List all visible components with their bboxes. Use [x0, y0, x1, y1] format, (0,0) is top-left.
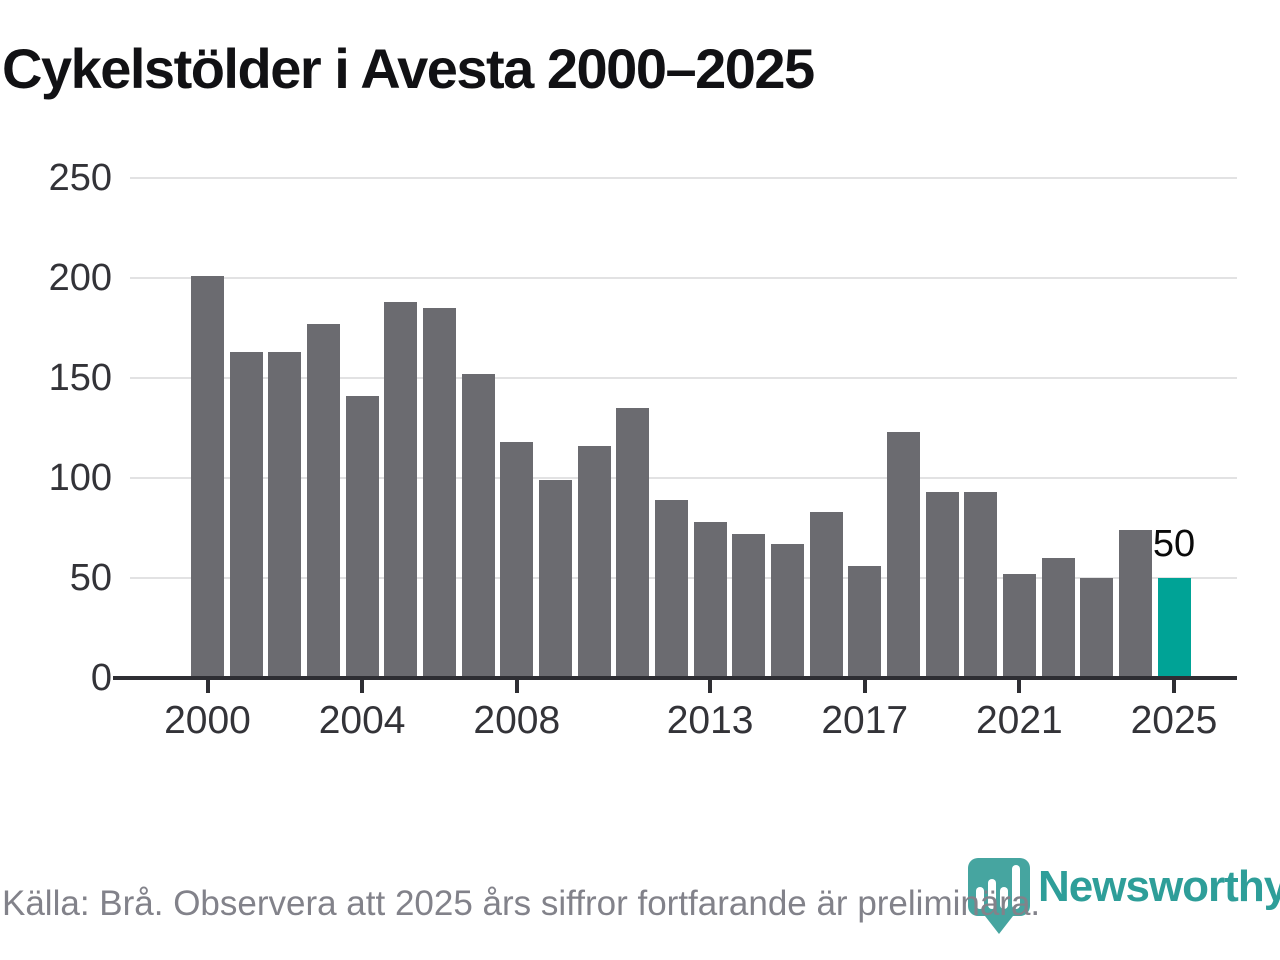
- bar-2023: [1080, 578, 1114, 678]
- bar-2007: [461, 374, 495, 678]
- bar-2009: [538, 480, 572, 678]
- bar-2011: [616, 408, 650, 678]
- bar-2000: [191, 276, 224, 678]
- x-axis-label-2021: 2021: [975, 699, 1063, 742]
- bar-2019: [925, 492, 959, 678]
- x-axis-label-2025: 2025: [1130, 699, 1218, 742]
- chart-title: Cykelstölder i Avesta 2000–2025: [2, 37, 815, 100]
- bar-2010: [577, 446, 611, 678]
- y-axis-label-200: 200: [48, 257, 112, 299]
- newsworthy-wordmark: Newsworthy: [1038, 862, 1280, 911]
- x-tick-2008: [514, 679, 519, 693]
- bar-2003: [306, 324, 340, 678]
- bar-2016: [809, 512, 843, 678]
- newsworthy-logo: Newsworthy: [966, 856, 1280, 938]
- bar-value-label-2025: 50: [1152, 523, 1196, 565]
- x-axis-line: [113, 676, 1237, 680]
- bar-2024: [1118, 530, 1152, 678]
- x-axis-label-2000: 2000: [164, 699, 251, 742]
- gridline-100: [130, 477, 1237, 479]
- source-note: Källa: Brå. Observera att 2025 års siffr…: [2, 884, 1041, 923]
- bar-2013: [693, 522, 727, 678]
- x-axis-label-2008: 2008: [473, 699, 561, 742]
- x-tick-2017: [862, 679, 867, 693]
- bar-2006: [422, 308, 456, 678]
- y-axis-label-150: 150: [48, 357, 112, 399]
- x-tick-2013: [708, 679, 713, 693]
- bar-2021: [1002, 574, 1036, 678]
- bar-2014: [732, 534, 766, 678]
- bar-2012: [654, 500, 688, 678]
- y-axis-label-100: 100: [48, 457, 112, 499]
- bar-2020: [964, 492, 998, 678]
- y-axis-label-0: 0: [90, 657, 112, 699]
- x-tick-2025: [1172, 679, 1176, 693]
- y-axis-label-50: 50: [69, 557, 112, 599]
- bar-2015: [770, 544, 804, 678]
- x-tick-2000: [205, 679, 210, 693]
- x-axis-label-2017: 2017: [821, 699, 909, 742]
- x-axis-label-2004: 2004: [318, 699, 406, 742]
- bar-2022: [1041, 558, 1075, 678]
- newsworthy-pin-barchart-icon: [968, 858, 1030, 934]
- y-axis-label-250: 250: [48, 157, 112, 199]
- x-tick-2004: [360, 679, 365, 693]
- bar-2004: [345, 396, 379, 678]
- bar-2025: [1157, 578, 1191, 678]
- bar-2005: [384, 302, 418, 678]
- bar-2018: [886, 432, 920, 678]
- bar-2017: [848, 566, 882, 678]
- gridline-150: [130, 377, 1237, 379]
- bar-2001: [229, 352, 263, 678]
- bar-2002: [268, 352, 302, 678]
- x-axis-label-2013: 2013: [666, 699, 754, 742]
- gridline-250: [130, 177, 1237, 179]
- plot-area: 0 50 100 150 200 250 50 2000 2004 2008 2013 2017 202…: [49, 159, 1237, 742]
- gridline-200: [130, 277, 1237, 279]
- x-tick-2021: [1017, 679, 1022, 693]
- bar-2008: [500, 442, 534, 678]
